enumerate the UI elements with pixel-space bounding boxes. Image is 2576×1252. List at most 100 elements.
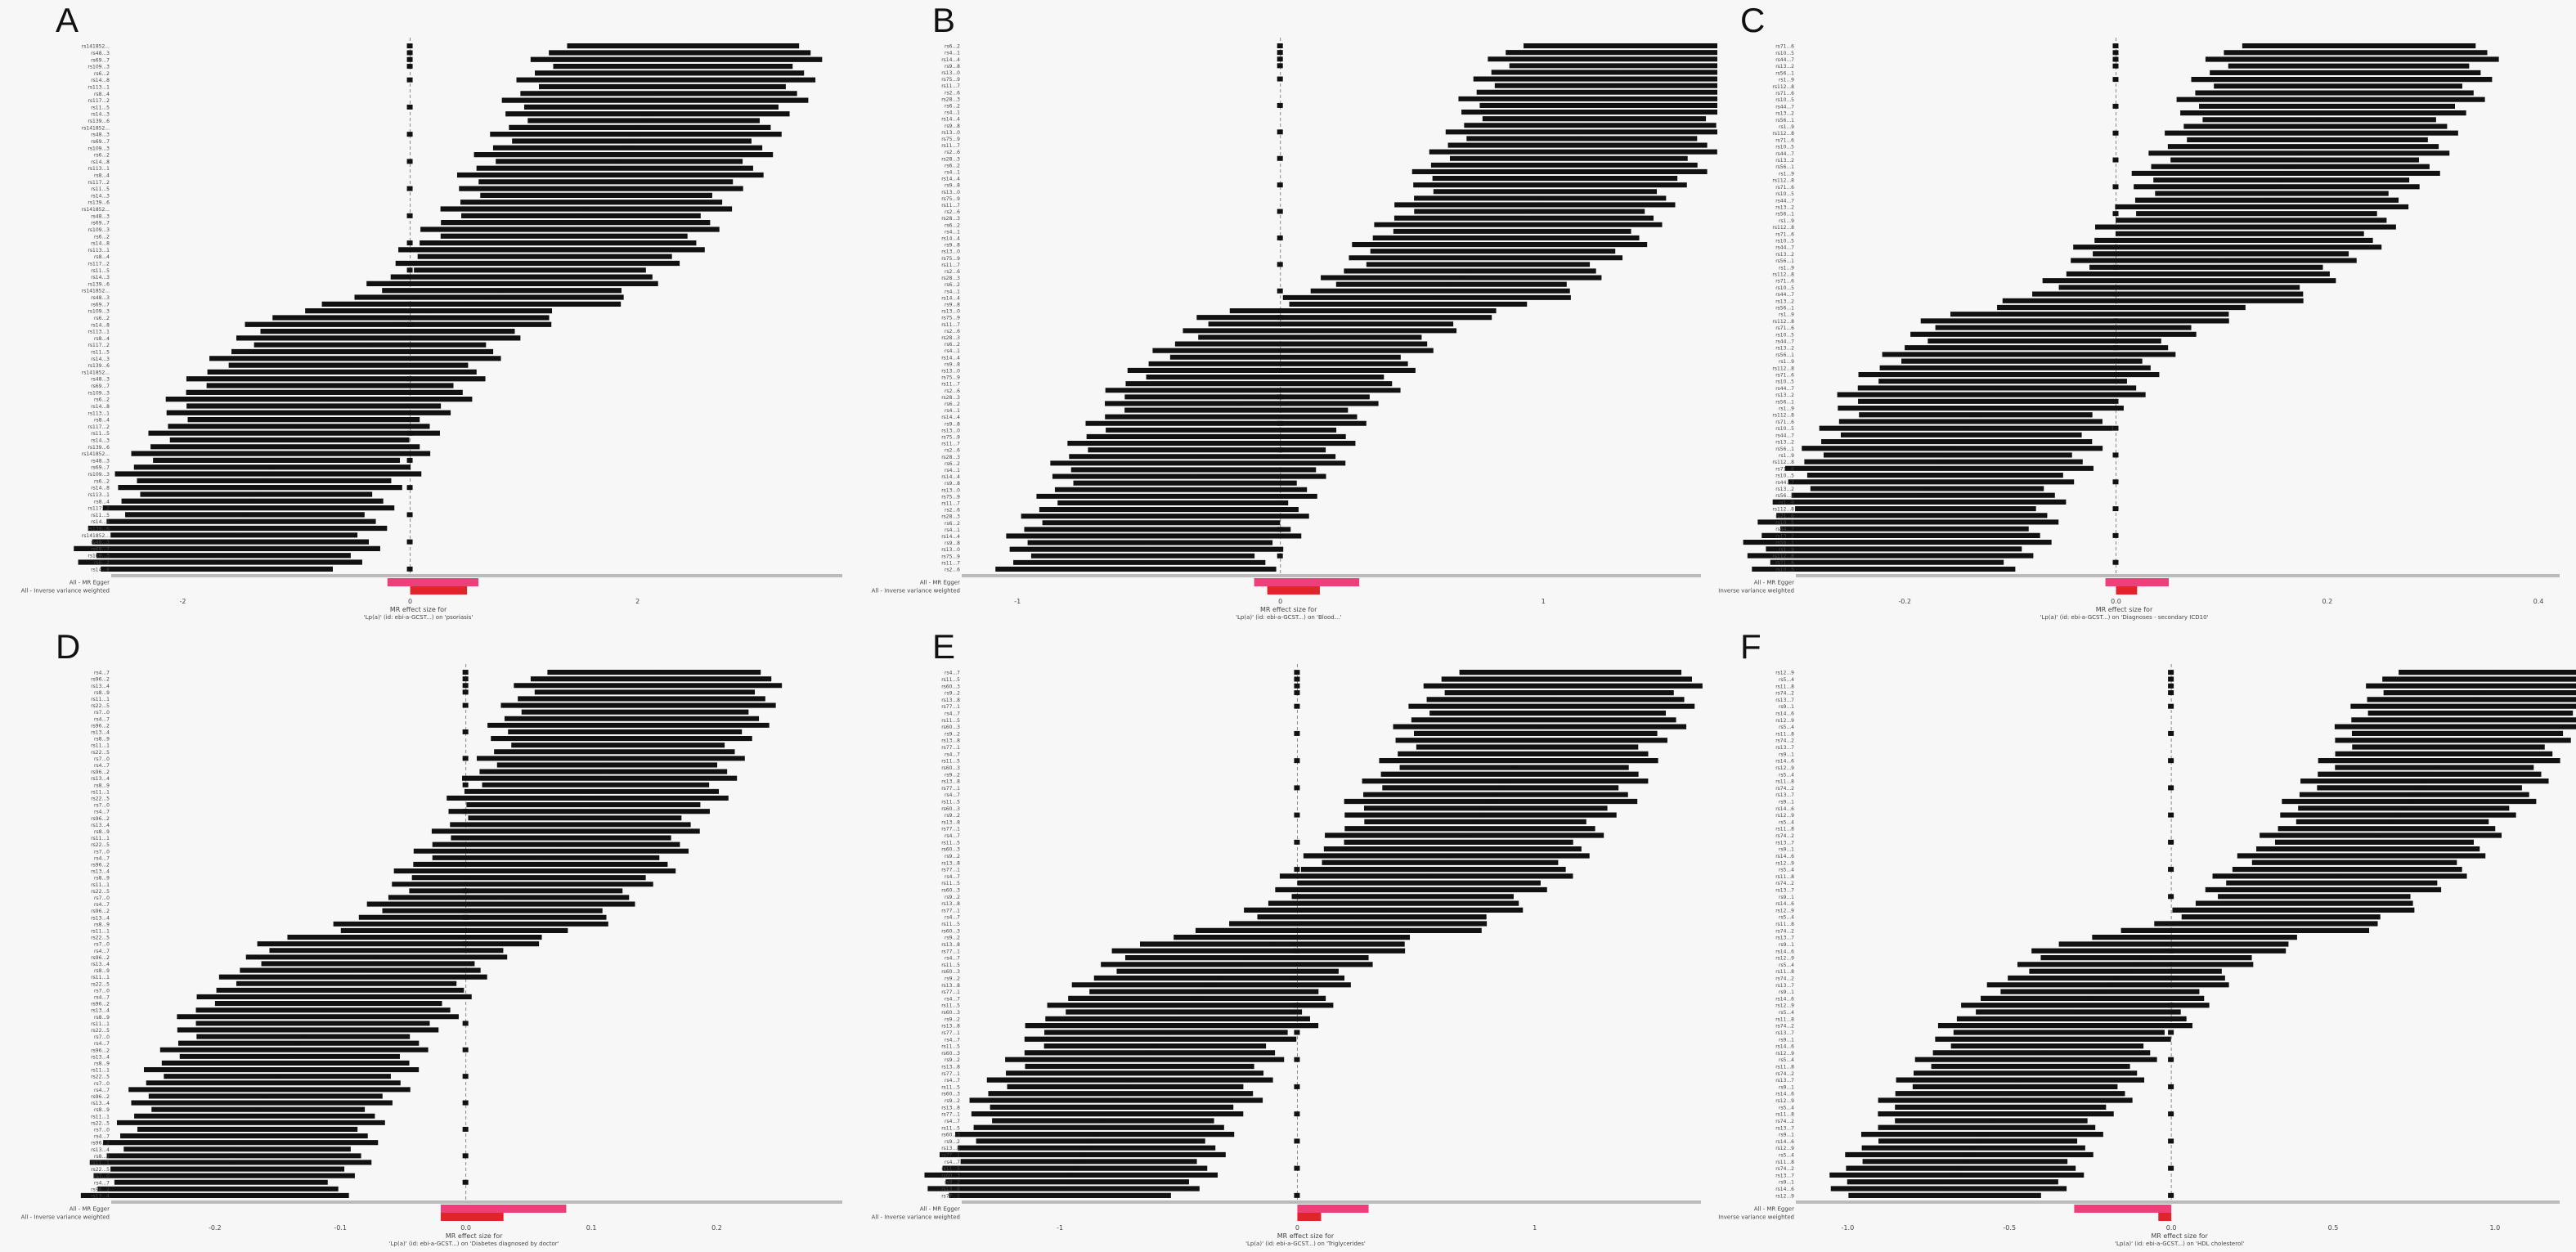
snp-label: rs9...1 bbox=[1779, 1133, 1794, 1138]
snp-label: rs71...6 bbox=[1775, 91, 1794, 96]
snp-estimate-point bbox=[1174, 494, 1179, 499]
snp-label: rs9...1 bbox=[1779, 800, 1794, 805]
snp-label: rs60...3 bbox=[941, 765, 960, 771]
snp-estimate-point bbox=[634, 132, 638, 137]
method-separator bbox=[111, 1200, 842, 1204]
snp-estimate-point bbox=[2349, 57, 2354, 61]
snp-estimate-point bbox=[1921, 493, 1926, 498]
snp-label: rs9...2 bbox=[945, 691, 960, 697]
snp-label: rs112...8 bbox=[1772, 225, 1794, 231]
snp-label: rs13...8 bbox=[941, 983, 960, 989]
snp-label: rs12...9 bbox=[1775, 1146, 1794, 1151]
snp-estimate-point bbox=[2325, 104, 2329, 109]
snp-zero-marker bbox=[2112, 184, 2119, 190]
snp-label: rs14...4 bbox=[941, 534, 960, 540]
snp-estimate-point bbox=[258, 485, 263, 490]
snp-label: rs13...4 bbox=[91, 869, 110, 875]
snp-label: rs9...8 bbox=[945, 183, 960, 189]
snp-estimate-point bbox=[250, 499, 255, 504]
x-tick-label: 0.0 bbox=[2166, 1224, 2177, 1232]
snp-estimate-point bbox=[1450, 846, 1455, 851]
snp-estimate-point bbox=[1152, 1043, 1157, 1048]
snp-label: rs1...9 bbox=[1779, 453, 1794, 459]
snp-label: rs14...8 bbox=[91, 567, 110, 572]
snp-label: rs1...9 bbox=[1779, 547, 1794, 553]
snp-label: rs13...4 bbox=[91, 1101, 110, 1106]
snp-estimate-point bbox=[218, 560, 222, 564]
snp-label: rs7...0 bbox=[94, 849, 110, 855]
snp-estimate-point bbox=[1973, 412, 1978, 417]
snp-zero-marker bbox=[1294, 812, 1300, 818]
snp-zero-marker bbox=[1277, 262, 1283, 267]
snp-estimate-point bbox=[2484, 684, 2489, 689]
snp-estimate-point bbox=[228, 1160, 233, 1164]
snp-label: rs77...1 bbox=[941, 1153, 960, 1159]
plot-subtitle: 'Lp(a)' (id: ebi-a-GCST...) on 'Diabetes… bbox=[389, 1241, 559, 1247]
snp-estimate-point bbox=[2468, 711, 2473, 716]
snp-estimate-point bbox=[633, 710, 637, 715]
snp-estimate-point bbox=[385, 329, 390, 334]
snp-label: rs117...2 bbox=[88, 180, 110, 186]
snp-label: rs13...8 bbox=[941, 819, 960, 825]
snp-label: rs11...8 bbox=[1775, 1065, 1794, 1070]
snp-estimate-point bbox=[1438, 289, 1443, 294]
snp-zero-marker bbox=[2112, 63, 2119, 69]
snp-label: rs48...3 bbox=[91, 213, 110, 219]
snp-estimate-point bbox=[1155, 527, 1160, 532]
snp-label: rs44...7 bbox=[1775, 386, 1794, 392]
snp-label: rs28...3 bbox=[941, 335, 960, 341]
snp-estimate-point bbox=[2204, 265, 2209, 270]
snp-zero-marker bbox=[2168, 670, 2174, 675]
snp-label: rs69...7 bbox=[91, 302, 110, 307]
snp-estimate-point bbox=[296, 1041, 301, 1046]
snp-label: rs56...1 bbox=[1775, 258, 1794, 264]
snp-label: rs4...1 bbox=[945, 408, 960, 414]
snp-label: rs141852... bbox=[82, 289, 110, 294]
snp-label: rs11...1 bbox=[91, 882, 110, 888]
snp-estimate-point bbox=[1178, 487, 1183, 492]
snp-estimate-point bbox=[1101, 1119, 1106, 1123]
snp-estimate-point bbox=[2345, 867, 2349, 872]
snp-estimate-point bbox=[2264, 922, 2269, 926]
snp-label: rs112...8 bbox=[1772, 84, 1794, 90]
snp-estimate-point bbox=[1209, 982, 1214, 987]
snp-estimate-point bbox=[2269, 191, 2274, 195]
snp-label: rs75...9 bbox=[941, 77, 960, 83]
snp-estimate-point bbox=[1444, 854, 1449, 858]
x-axis-label: MR effect size for bbox=[446, 1232, 503, 1240]
snp-label: rs4...7 bbox=[945, 996, 960, 1002]
snp-label: rs13...7 bbox=[1775, 698, 1794, 703]
ivw-bar bbox=[1297, 1213, 1322, 1221]
snp-estimate-point bbox=[267, 1087, 272, 1092]
snp-label: rs71...6 bbox=[1775, 373, 1794, 379]
x-axis-label: MR effect size for bbox=[1277, 1232, 1335, 1240]
snp-estimate-point bbox=[2337, 873, 2342, 878]
snp-estimate-point bbox=[1571, 150, 1576, 155]
snp-label: rs74...2 bbox=[1775, 1119, 1794, 1124]
snp-label: rs4...1 bbox=[945, 289, 960, 294]
snp-estimate-point bbox=[2023, 1070, 2028, 1075]
snp-estimate-point bbox=[1483, 805, 1488, 810]
plot-subtitle: 'Lp(a)' (id: ebi-a-GCST...) on 'psoriasi… bbox=[364, 614, 473, 621]
snp-estimate-point bbox=[660, 84, 665, 89]
x-tick-label: 0 bbox=[1278, 598, 1282, 605]
snp-label: rs11...1 bbox=[91, 1114, 110, 1120]
snp-estimate-point bbox=[1564, 677, 1569, 681]
snp-label: rs112...8 bbox=[1772, 319, 1794, 325]
snp-label: rs14...8 bbox=[91, 322, 110, 328]
snp-estimate-point bbox=[1905, 520, 1910, 524]
snp-label: rs8...4 bbox=[94, 173, 110, 179]
snp-estimate-point bbox=[594, 193, 599, 198]
snp-estimate-point bbox=[1553, 697, 1558, 702]
snp-estimate-point bbox=[671, 64, 675, 69]
snp-label: rs14...3 bbox=[91, 112, 110, 118]
snp-label: rs11...7 bbox=[941, 382, 960, 388]
snp-label: rs44...7 bbox=[1775, 151, 1794, 157]
snp-estimate-point bbox=[231, 1153, 236, 1158]
panel-e: E rs4...7 rs11...5 rs60...3 rs9...2 rs13...8… bbox=[859, 626, 1717, 1252]
snp-label: rs11...1 bbox=[91, 1021, 110, 1027]
snp-label: rs56...1 bbox=[1775, 118, 1794, 123]
snp-estimate-point bbox=[1483, 255, 1488, 260]
snp-estimate-point bbox=[1984, 399, 1988, 404]
snp-zero-marker bbox=[1277, 420, 1283, 426]
